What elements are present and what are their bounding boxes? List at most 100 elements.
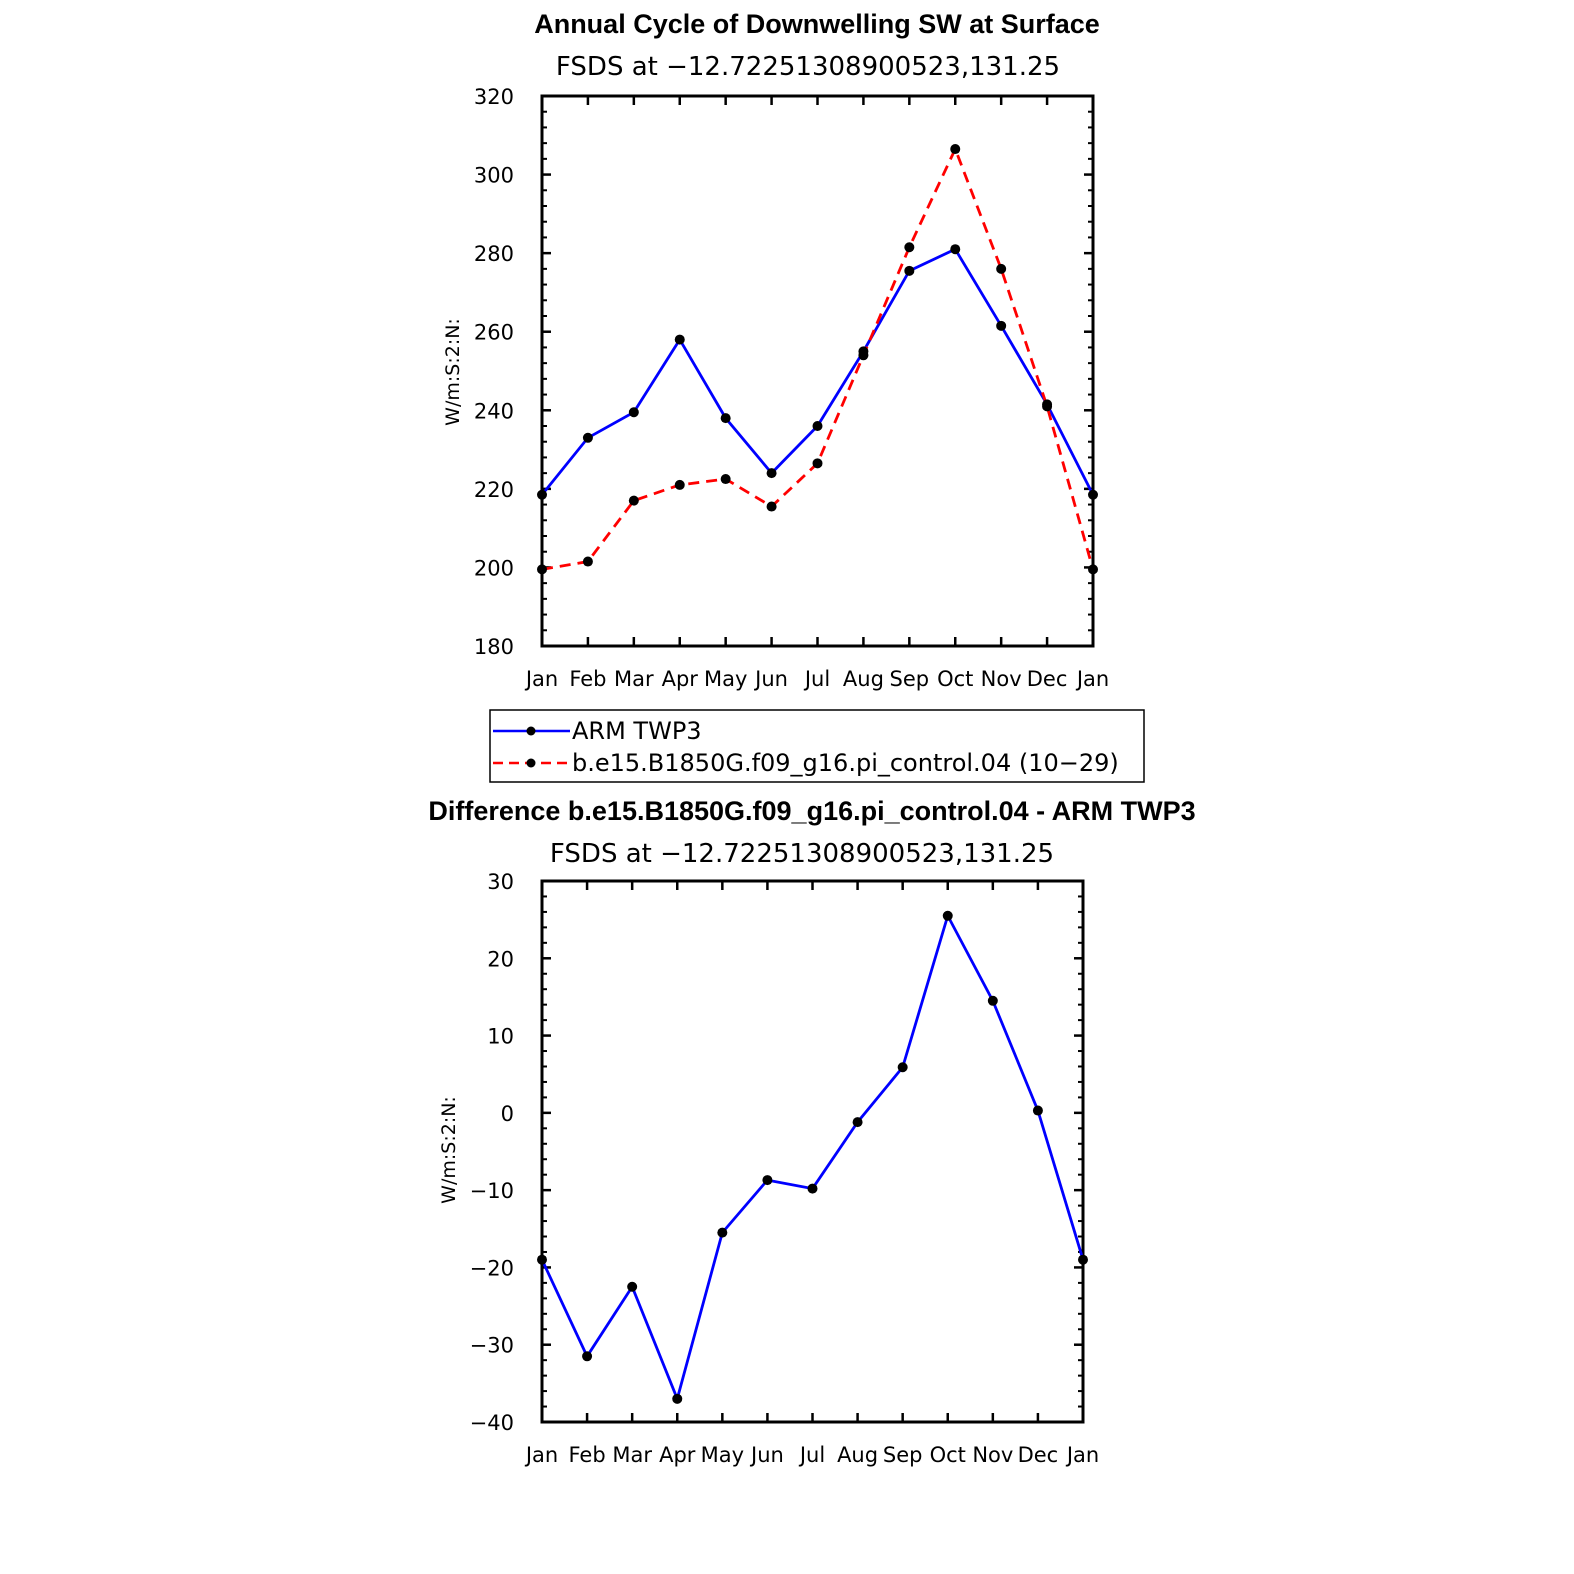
panel2-y-tick-label: 30 — [487, 870, 514, 894]
panel1-x-tick-label: Oct — [937, 667, 973, 691]
panel1-series-2-line — [541, 145, 1095, 571]
panel1-ticks: Jan Feb Mar Apr May Jun Jul Aug Sep Oct Nov Dec Jan 1… — [474, 85, 1109, 691]
panel2-series-1-point — [717, 1227, 728, 1238]
legend-marker-model — [526, 758, 536, 768]
panel2-series — [537, 910, 1088, 1404]
panel1-y-tick-label: 300 — [474, 164, 514, 188]
panel2-x-tick-label: Mar — [612, 1443, 652, 1467]
panel1-y-tick-label: 200 — [474, 556, 514, 580]
panel1-series-1-point — [674, 334, 685, 345]
panel1-x-tick-label: Jan — [1075, 667, 1109, 691]
panel1-series — [537, 144, 1098, 575]
panel1-x-tick-label: Dec — [1027, 667, 1068, 691]
panel1-series-1-line — [540, 247, 1095, 496]
panel1-y-tick-label: 180 — [474, 635, 514, 659]
panel1-series-1-point — [582, 432, 593, 443]
panel1-series-1-point — [766, 468, 777, 479]
panel2-x-tick-label: Oct — [930, 1443, 966, 1467]
panel2-x-tick-label: Dec — [1018, 1443, 1059, 1467]
panel2-x-tick-label: Sep — [883, 1443, 923, 1467]
panel1-series-2-point — [950, 144, 961, 155]
panel2-title: Difference b.e15.B1850G.f09_g16.pi_contr… — [428, 796, 1195, 826]
panel2-ticks: Jan Feb Mar Apr May Jun Jul Aug Sep Oct Nov Dec Jan−… — [470, 870, 1100, 1467]
panel2-series-1-point — [942, 910, 953, 921]
panel1-series-2-point — [674, 479, 685, 490]
panel2-y-axis-label: W/m:S:2:N: — [438, 1096, 460, 1204]
panel1-plot-frame — [540, 94, 1095, 648]
panel1-x-tick-label: Jan — [524, 667, 558, 691]
panel2-series-1-point — [1078, 1254, 1088, 1265]
panel2-y-tick-label: 0 — [501, 1102, 514, 1126]
panel2-x-tick-label: Apr — [659, 1443, 696, 1467]
legend-label-arm: ARM TWP3 — [572, 717, 702, 745]
panel1-series-2-point — [766, 501, 777, 512]
panel1-series-2-point — [537, 564, 547, 575]
panel1-series-2-point — [1088, 564, 1098, 575]
panel2-x-tick-label: May — [701, 1443, 744, 1467]
panel1-series-2-point — [996, 263, 1007, 274]
panel2-series-1-point — [627, 1281, 638, 1292]
panel1-y-axis-label: W/m:S:2:N: — [442, 318, 464, 426]
panel1-x-tick-label: Mar — [614, 667, 654, 691]
panel1-series-2-point — [1042, 401, 1053, 412]
panel1-series-1-point — [720, 413, 731, 424]
panel2-series-1-point — [897, 1062, 908, 1073]
legend: ARM TWP3 b.e15.B1850G.f09_g16.pi_control… — [489, 709, 1145, 783]
panel1-series-1-point — [950, 244, 961, 255]
panel2-series-1-point — [1032, 1105, 1043, 1116]
panel1-x-tick-label: Jul — [803, 667, 830, 691]
panel2-subtitle: FSDS at −12.72251308900523,131.25 — [550, 839, 1054, 869]
panel1-title: Annual Cycle of Downwelling SW at Surfac… — [534, 9, 1100, 39]
annual-cycle-panel: Annual Cycle of Downwelling SW at Surfac… — [442, 9, 1109, 691]
panel2-y-tick-label: −10 — [470, 1179, 514, 1203]
panel2-series-1-point — [987, 995, 998, 1006]
difference-panel: Difference b.e15.B1850G.f09_g16.pi_contr… — [428, 796, 1195, 1467]
panel1-x-tick-label: Aug — [843, 667, 884, 691]
panel2-series-1-line — [540, 912, 1085, 1404]
panel1-series-2-point — [628, 495, 639, 506]
panel1-y-tick-label: 220 — [474, 478, 514, 502]
legend-marker-arm — [526, 726, 536, 736]
panel1-series-2-point — [904, 242, 915, 253]
panel2-y-tick-label: 20 — [487, 947, 514, 971]
panel2-series-1-point — [582, 1351, 593, 1362]
panel1-series-2-point — [582, 556, 593, 567]
legend-label-model: b.e15.B1850G.f09_g16.pi_control.04 (10−2… — [572, 749, 1119, 777]
panel2-x-tick-label: Aug — [837, 1443, 878, 1467]
panel1-series-2-point — [858, 350, 869, 361]
panel1-y-tick-label: 260 — [474, 321, 514, 345]
panel2-x-tick-label: Jul — [798, 1443, 825, 1467]
panel1-x-tick-label: May — [704, 667, 747, 691]
panel2-plot-frame — [540, 879, 1085, 1424]
panel2-series-1-point — [807, 1183, 818, 1194]
panel1-y-tick-label: 280 — [474, 242, 514, 266]
panel1-series-1-point — [996, 320, 1007, 331]
panel2-x-tick-label: Jan — [1065, 1443, 1099, 1467]
panel2-x-tick-label: Feb — [568, 1443, 605, 1467]
panel1-series-2-point — [812, 458, 823, 469]
panel1-x-tick-label: Sep — [890, 667, 930, 691]
panel2-series-1-point — [537, 1254, 547, 1265]
panel2-series-1-point — [762, 1175, 773, 1186]
panel2-y-tick-label: −40 — [470, 1411, 514, 1435]
panel2-x-tick-label: Nov — [972, 1443, 1013, 1467]
panel1-series-2-point — [720, 474, 731, 485]
panel1-series-1-point — [628, 407, 639, 418]
panel1-subtitle: FSDS at −12.72251308900523,131.25 — [556, 52, 1060, 82]
panel2-x-tick-label: Jan — [524, 1443, 558, 1467]
panel2-x-tick-label: Jun — [749, 1443, 784, 1467]
panel2-y-tick-label: 10 — [487, 1025, 514, 1049]
panel1-series-1-point — [904, 265, 915, 276]
panel1-x-tick-label: Nov — [981, 667, 1022, 691]
panel1-x-tick-label: Apr — [662, 667, 699, 691]
panel2-y-tick-label: −30 — [470, 1334, 514, 1358]
panel2-series-1-point — [672, 1393, 683, 1404]
panel1-y-tick-label: 240 — [474, 399, 514, 423]
panel2-y-tick-label: −20 — [470, 1256, 514, 1280]
panel1-series-1-point — [812, 421, 823, 431]
panel1-x-tick-label: Feb — [569, 667, 606, 691]
panel1-series-1-point — [1088, 489, 1098, 500]
panel1-x-tick-label: Jun — [753, 667, 788, 691]
panel1-y-tick-label: 320 — [474, 85, 514, 109]
